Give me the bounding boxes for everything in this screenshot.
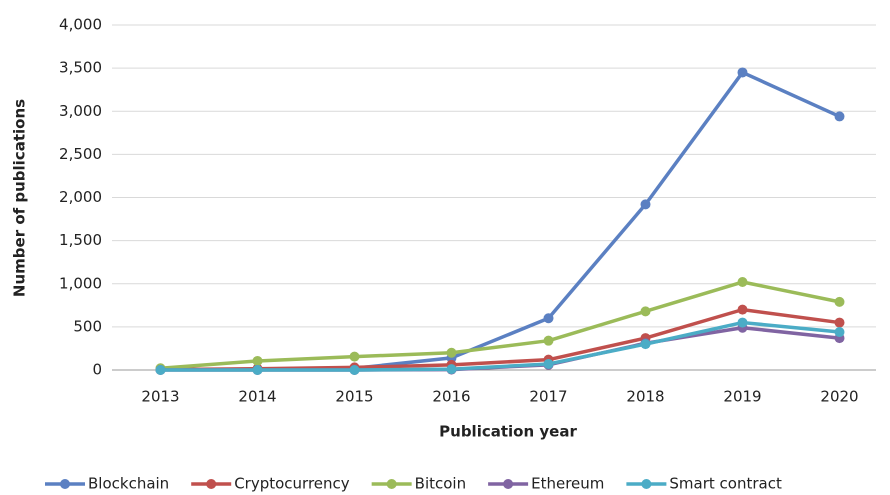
y-tick-label: 2,500 (59, 145, 102, 163)
x-tick-label: 2014 (238, 388, 276, 406)
point (737, 67, 748, 78)
y-tick-label: 1,000 (59, 274, 102, 292)
point (737, 304, 748, 315)
x-tick-label: 2016 (432, 388, 470, 406)
point (640, 306, 651, 317)
point (446, 347, 457, 358)
point (252, 365, 263, 375)
series-line (160, 320, 840, 372)
x-tick-label: 2017 (529, 388, 567, 406)
point (737, 317, 748, 328)
y-tick-label: 4,000 (59, 16, 102, 34)
point (155, 365, 166, 375)
point (834, 327, 845, 338)
x-tick-label: 2018 (626, 388, 664, 406)
series-line (160, 280, 840, 371)
point (543, 358, 554, 369)
point (349, 365, 360, 375)
legend-label: Blockchain (88, 475, 169, 493)
point (834, 111, 845, 122)
y-tick-label: 3,500 (59, 59, 102, 77)
legend-marker (206, 479, 217, 489)
point (543, 313, 554, 324)
x-tick-label: 2020 (820, 388, 858, 406)
legend-marker (386, 479, 397, 489)
point (349, 351, 360, 362)
point (834, 317, 845, 328)
point (737, 277, 748, 288)
legend-marker (641, 479, 652, 489)
x-tick-label: 2013 (141, 388, 179, 406)
legend-label: Ethereum (531, 475, 604, 493)
point (640, 199, 651, 210)
legend-label: Cryptocurrency (234, 475, 350, 493)
y-tick-label: 1,500 (59, 231, 102, 249)
point (543, 335, 554, 346)
legend-marker (503, 479, 514, 489)
x-tick-label: 2019 (723, 388, 761, 406)
y-axis-title: Number of publications (11, 99, 29, 297)
x-tick-label: 2015 (335, 388, 373, 406)
point (834, 296, 845, 307)
point (252, 355, 263, 366)
x-axis-title: Publication year (439, 423, 577, 441)
point (640, 339, 651, 350)
legend-label: Bitcoin (415, 475, 466, 493)
legend-label: Smart contract (669, 475, 782, 493)
y-tick-label: 3,000 (59, 102, 102, 120)
y-tick-label: 2,000 (59, 188, 102, 206)
point (446, 364, 457, 375)
legend-marker (60, 479, 70, 489)
y-tick-label: 500 (73, 317, 102, 335)
y-tick-label: 0 (92, 361, 102, 379)
